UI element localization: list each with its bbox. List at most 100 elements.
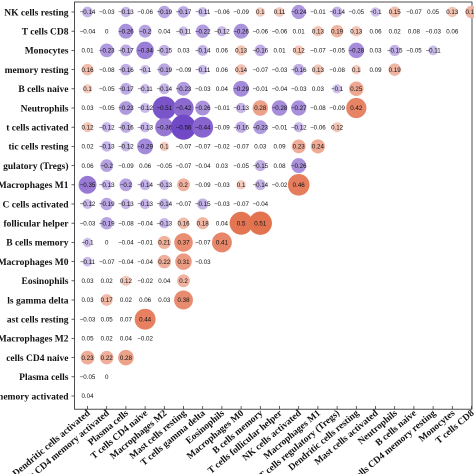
corr-value: −0.12	[291, 124, 307, 131]
row-label: Plasma cells	[19, 373, 69, 383]
corr-value: −0.03	[80, 220, 96, 227]
corr-circle	[348, 42, 365, 59]
row-label: T cells CD8	[22, 28, 69, 38]
corr-value: 0.12	[293, 48, 306, 55]
corr-value: −0.1	[369, 9, 382, 16]
corr-value: 0.1	[160, 144, 169, 151]
corr-value: −0.26	[195, 105, 211, 112]
corr-circle	[134, 308, 156, 330]
corr-circle	[118, 349, 134, 366]
corr-value: 0.06	[369, 28, 382, 35]
corr-value: −0.06	[310, 124, 326, 131]
corr-circle	[197, 45, 209, 56]
corr-circle	[174, 290, 193, 310]
corr-circle	[118, 23, 134, 39]
corr-value: −0.51	[156, 105, 172, 112]
corr-value: −0.06	[252, 28, 268, 35]
corr-circle	[388, 63, 401, 76]
corr-value: −0.07	[233, 201, 249, 208]
corr-circle	[255, 7, 265, 17]
corr-value: 0.03	[81, 278, 94, 285]
corr-circle	[158, 198, 170, 210]
corr-circle	[176, 81, 191, 96]
corr-value: 0.06	[139, 163, 152, 170]
corr-value: 0.1	[83, 86, 92, 93]
corr-value: 0.01	[81, 48, 94, 55]
corr-value: −0.15	[252, 163, 268, 170]
corr-value: −0.08	[99, 67, 115, 74]
corr-value: −0.12	[137, 105, 153, 112]
corr-value: −0.11	[176, 28, 192, 35]
corr-value: 0.06	[446, 28, 459, 35]
corr-circle	[197, 198, 209, 210]
corr-circle	[82, 122, 93, 133]
corr-circle	[197, 64, 208, 75]
corr-circle	[120, 141, 131, 152]
corr-value: −0.05	[99, 86, 115, 93]
row-label: cells CD4 naive	[6, 354, 68, 364]
corr-circle	[177, 6, 190, 18]
corr-value: −0.03	[291, 86, 307, 93]
corr-value: −0.08	[118, 220, 134, 227]
corr-circle	[252, 100, 269, 116]
corr-value: −0.09	[214, 124, 230, 131]
corr-circle	[349, 81, 364, 97]
corr-value: 0.19	[465, 9, 474, 16]
corr-value: −0.01	[310, 9, 326, 16]
corr-circle	[195, 100, 211, 116]
corr-value: 0.46	[293, 182, 306, 189]
corr-value: −0.04	[118, 240, 134, 247]
corr-value: 0.05	[101, 316, 114, 323]
corr-circle	[370, 7, 381, 17]
corr-value: −0.02	[214, 144, 230, 151]
corr-circle	[100, 294, 113, 306]
corr-circle	[235, 45, 247, 56]
corr-value: −0.04	[252, 201, 268, 208]
corr-value: −0.16	[118, 67, 134, 74]
corr-value: −0.03	[214, 201, 230, 208]
corr-circle	[291, 158, 307, 174]
corr-value: 0.03	[216, 163, 229, 170]
corr-circle	[78, 175, 97, 194]
corr-circle	[99, 43, 114, 58]
corr-value: −0.35	[80, 182, 96, 189]
corr-value: −0.19	[156, 9, 172, 16]
corr-circle	[236, 180, 246, 190]
corr-circle	[157, 254, 172, 269]
corr-value: 0.02	[101, 336, 114, 343]
corr-value: 0.02	[101, 278, 114, 285]
corr-value: −0.2	[120, 182, 133, 189]
corr-value: 0.14	[235, 67, 248, 74]
corr-circle	[310, 139, 325, 154]
corr-circle	[158, 63, 171, 76]
corr-value: 0.03	[177, 48, 190, 55]
corr-value: 0.04	[120, 336, 133, 343]
corr-circle	[465, 5, 474, 19]
corr-value: −0.12	[99, 124, 115, 131]
corr-circle	[158, 5, 171, 19]
corr-value: 0.08	[408, 28, 421, 35]
corr-value: 0	[105, 240, 109, 247]
corr-circle	[120, 63, 132, 76]
corr-value: −0.02	[137, 278, 153, 285]
corr-value: 0.37	[177, 240, 190, 247]
corr-value: −0.23	[176, 86, 192, 93]
row-label: Neutrophils	[21, 104, 69, 114]
corr-circle	[80, 350, 95, 365]
corr-value: 0.02	[81, 144, 94, 151]
corr-circle	[155, 118, 174, 137]
corr-value: 0.28	[120, 355, 133, 362]
corr-circle	[447, 6, 458, 18]
corr-circle	[291, 139, 306, 154]
corr-circle	[332, 122, 343, 133]
corr-value: 0.2	[179, 182, 188, 189]
corr-circle	[82, 256, 93, 267]
corr-circle	[293, 45, 304, 56]
corr-circle	[177, 274, 190, 288]
corr-value: 0.5	[237, 220, 246, 227]
corr-circle	[139, 121, 151, 133]
corr-value: −0.1	[139, 67, 152, 74]
corr-circle	[389, 6, 401, 18]
corr-value: −0.23	[118, 105, 134, 112]
corr-value: −0.14	[329, 9, 345, 16]
